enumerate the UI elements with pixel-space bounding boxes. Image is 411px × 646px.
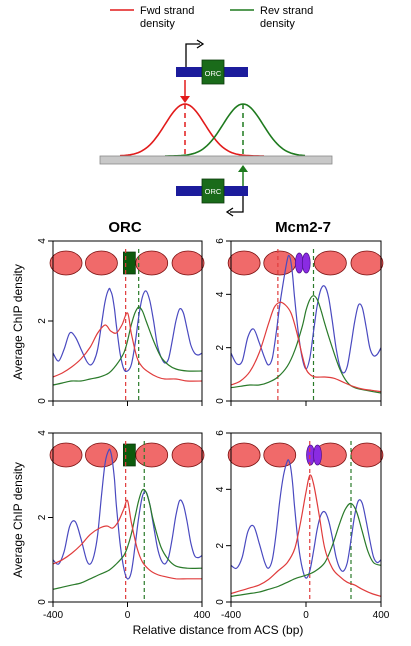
bottom-orc-label: ORC xyxy=(205,187,222,196)
y-tick-label: 4 xyxy=(37,238,48,244)
y-axis-label-bottom: Average ChIP density xyxy=(11,462,25,578)
y-tick-label: 4 xyxy=(215,486,226,492)
fwd-series-line xyxy=(53,312,202,382)
top-orc-box xyxy=(201,59,225,85)
x-axis-label: Relative distance from ACS (bp) xyxy=(133,623,304,637)
mcm-hexamer-icon xyxy=(313,444,322,466)
nucleosome-icon xyxy=(350,250,384,276)
y-tick-label: 0 xyxy=(215,398,226,404)
x-tick-label: 400 xyxy=(194,610,211,621)
orc-box-icon xyxy=(123,443,136,467)
panel-top-left: 0 2 4 xyxy=(37,238,205,406)
top-orc-label: ORC xyxy=(205,69,222,78)
fwd-series-line xyxy=(53,499,202,580)
panel-top-right: 0 2 4 6 xyxy=(215,238,384,406)
y-axis-label-top: Average ChIP density xyxy=(11,264,25,380)
nucleosome-icon xyxy=(263,442,297,468)
top-tss-arrowhead xyxy=(196,39,205,49)
x-tick-label: 0 xyxy=(303,610,309,621)
column-title-mcm: Mcm2-7 xyxy=(275,219,331,236)
fwd-series-line xyxy=(231,301,381,393)
nucleosome-icon xyxy=(227,442,261,468)
nuc-series-line xyxy=(231,254,381,374)
rev-legend-label: Rev strand density xyxy=(260,5,316,30)
bottom-orc-box xyxy=(201,178,225,204)
nucleosome-icon xyxy=(350,442,384,468)
x-tick-label: -400 xyxy=(221,610,241,621)
nucleosome-icon xyxy=(85,250,118,276)
y-tick-label: 0 xyxy=(37,599,48,605)
top-tss-arrow xyxy=(185,43,200,68)
nucleosome-icon xyxy=(49,442,83,468)
x-tick-label: 400 xyxy=(373,610,390,621)
chart-panels: 0 2 4 0 2 4 6 0 2 4 -400 0 400 0 2 4 6 -400 0 400 xyxy=(37,238,390,621)
fwd-legend-label: Fwd strand density xyxy=(140,5,197,30)
y-tick-label: 2 xyxy=(215,344,226,350)
nuc-series-line xyxy=(53,448,202,580)
column-title-orc: ORC xyxy=(108,219,142,236)
nucleosome-icon xyxy=(49,250,83,276)
panel-bottom-left: 0 2 4 -400 0 400 xyxy=(37,430,211,621)
bottom-tss-arrowhead xyxy=(225,207,234,217)
rev-series-line xyxy=(231,295,381,394)
rev-series-line xyxy=(53,488,202,590)
fwd-legend-line1: Fwd strand xyxy=(140,5,194,17)
fwd-legend-line2: density xyxy=(140,18,175,30)
fwd-series-line xyxy=(231,474,381,597)
x-tick-label: -400 xyxy=(43,610,63,621)
y-tick-label: 4 xyxy=(37,430,48,436)
y-tick-label: 0 xyxy=(37,398,48,404)
y-tick-label: 0 xyxy=(215,599,226,605)
nucleosome-icon xyxy=(135,442,169,468)
y-tick-label: 2 xyxy=(37,514,48,520)
y-tick-label: 2 xyxy=(215,542,226,548)
y-tick-label: 4 xyxy=(215,291,226,297)
nucleosome-icon xyxy=(227,250,261,276)
nuc-series-line xyxy=(231,459,381,579)
y-tick-label: 6 xyxy=(215,238,226,244)
bottom-tss-arrow xyxy=(230,196,244,213)
rev-arrowhead xyxy=(238,165,248,172)
rev-series-line xyxy=(231,502,381,597)
y-tick-label: 2 xyxy=(37,318,48,324)
rev-legend-line1: Rev strand xyxy=(260,5,313,17)
nucleosome-icon xyxy=(171,250,205,276)
y-tick-label: 6 xyxy=(215,430,226,436)
x-tick-label: 0 xyxy=(125,610,131,621)
nucleosome-icon xyxy=(171,442,205,468)
nuc-series-line xyxy=(53,287,202,373)
fwd-arrowhead xyxy=(180,96,190,103)
nucleosome-icon xyxy=(313,250,347,276)
mcm-hexamer-icon xyxy=(301,252,311,274)
rev-legend-line2: density xyxy=(260,18,295,30)
panel-bottom-right: 0 2 4 6 -400 0 400 xyxy=(215,430,390,621)
fwd-density-curve xyxy=(119,103,264,157)
dna-strand xyxy=(99,155,333,165)
rev-density-curve xyxy=(165,103,306,157)
schematic: Fwd strand density Rev strand density OR… xyxy=(99,5,333,217)
orc-box-icon xyxy=(123,251,136,275)
nucleosome-icon xyxy=(135,250,169,276)
rev-series-line xyxy=(53,306,202,386)
